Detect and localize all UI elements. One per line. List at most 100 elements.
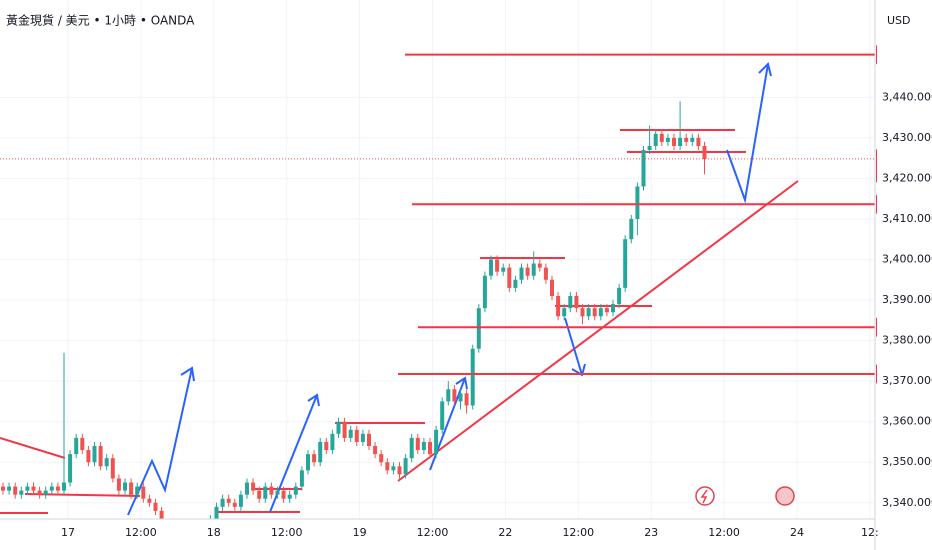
candle-body [421,441,426,451]
candle-body [86,450,91,463]
axes: 3,340.000 3,350.000 3,360.000 3,370.000 3,38… [61,90,932,539]
candle-body [190,523,194,531]
candle-body [409,437,414,459]
candle-body [123,482,127,491]
candle-body [129,482,134,495]
candle-body [238,494,243,507]
candle-body [373,446,378,455]
flag-icon[interactable] [775,486,795,506]
candle-body [574,295,579,309]
candle-body [202,523,206,527]
x-tick-label: 19 [353,526,367,539]
candle-body [80,437,85,451]
candle-body [696,137,701,146]
candle-body [495,259,500,272]
candle-body [690,137,695,142]
candle-body [348,429,353,438]
candle-body [665,137,670,142]
y-tick-label: 3,420.000 [882,171,932,184]
candle-body [336,421,341,434]
x-tick-label: 12: [861,526,879,539]
candle-body [385,462,390,471]
candle-body [470,348,475,406]
candle-body [403,458,408,475]
arrow-head [455,376,468,390]
candle-body [147,498,152,503]
candle-body [531,263,536,276]
grid [0,0,875,519]
candle-body [1,486,5,491]
candle-body [647,145,652,151]
x-tick-label: 12:00 [708,526,740,539]
candle-body [550,279,554,296]
candle-body [184,523,188,527]
candle-body [507,267,512,288]
price-axis [877,0,932,550]
candle-body [489,259,493,276]
candle-body [293,486,298,495]
candle-body [135,486,140,495]
candle-body [166,523,170,527]
candle-body [178,527,182,531]
candle-body [7,486,12,491]
y-tick-label: 3,340.000 [882,496,932,509]
candle-body [537,263,542,268]
y-tick-label: 3,430.000 [882,131,932,144]
trend-drawing [397,180,799,482]
trend-drawing [0,437,66,459]
candle-body [141,486,146,499]
candle-body [214,506,219,519]
candle-body [635,186,640,219]
candle-body [379,454,384,463]
candle-body [306,454,310,471]
candle-body [159,510,164,519]
candle-body [397,466,402,475]
candle-body [556,295,561,317]
candle-body [391,466,396,471]
y-tick-label: 3,360.000 [882,415,932,428]
candle-body [434,429,439,455]
candle-body [446,389,451,402]
candle-body [172,527,176,531]
candle-body [68,454,73,483]
candle-body [415,437,420,451]
candle-body [31,486,36,491]
candle-body [641,150,646,187]
arrow-head [307,393,320,407]
candle-body [428,441,432,455]
candle-body [367,433,371,447]
candle-body [678,137,683,146]
candle-body [37,490,42,495]
candle-body [354,429,359,442]
candle-body [482,275,487,309]
candle-body [251,482,256,491]
candle-body [684,137,689,142]
candle-body [245,482,249,495]
candle-body [62,482,66,491]
arrow-head [180,366,195,382]
candle-body [324,441,329,451]
candle-body [458,393,463,402]
candle-body [153,502,158,511]
candle-body [476,308,481,349]
y-tick-label: 3,400.000 [882,253,932,266]
candles [1,101,707,531]
x-tick-label: 18 [207,526,221,539]
candle-body [543,267,548,280]
candle-body [592,308,597,317]
candle-body [617,287,622,305]
candle-body [55,486,60,491]
candle-body [49,486,54,491]
candle-body [226,498,231,503]
candle-body [232,502,237,507]
candle-body [360,433,365,442]
candle-body [281,490,286,499]
candle-body [74,437,79,455]
candle-body [104,458,109,467]
arrow-head [758,62,772,77]
candle-body [116,478,121,491]
candle-body [562,308,567,317]
candle-body [318,441,323,463]
event-icon[interactable] [695,486,715,506]
